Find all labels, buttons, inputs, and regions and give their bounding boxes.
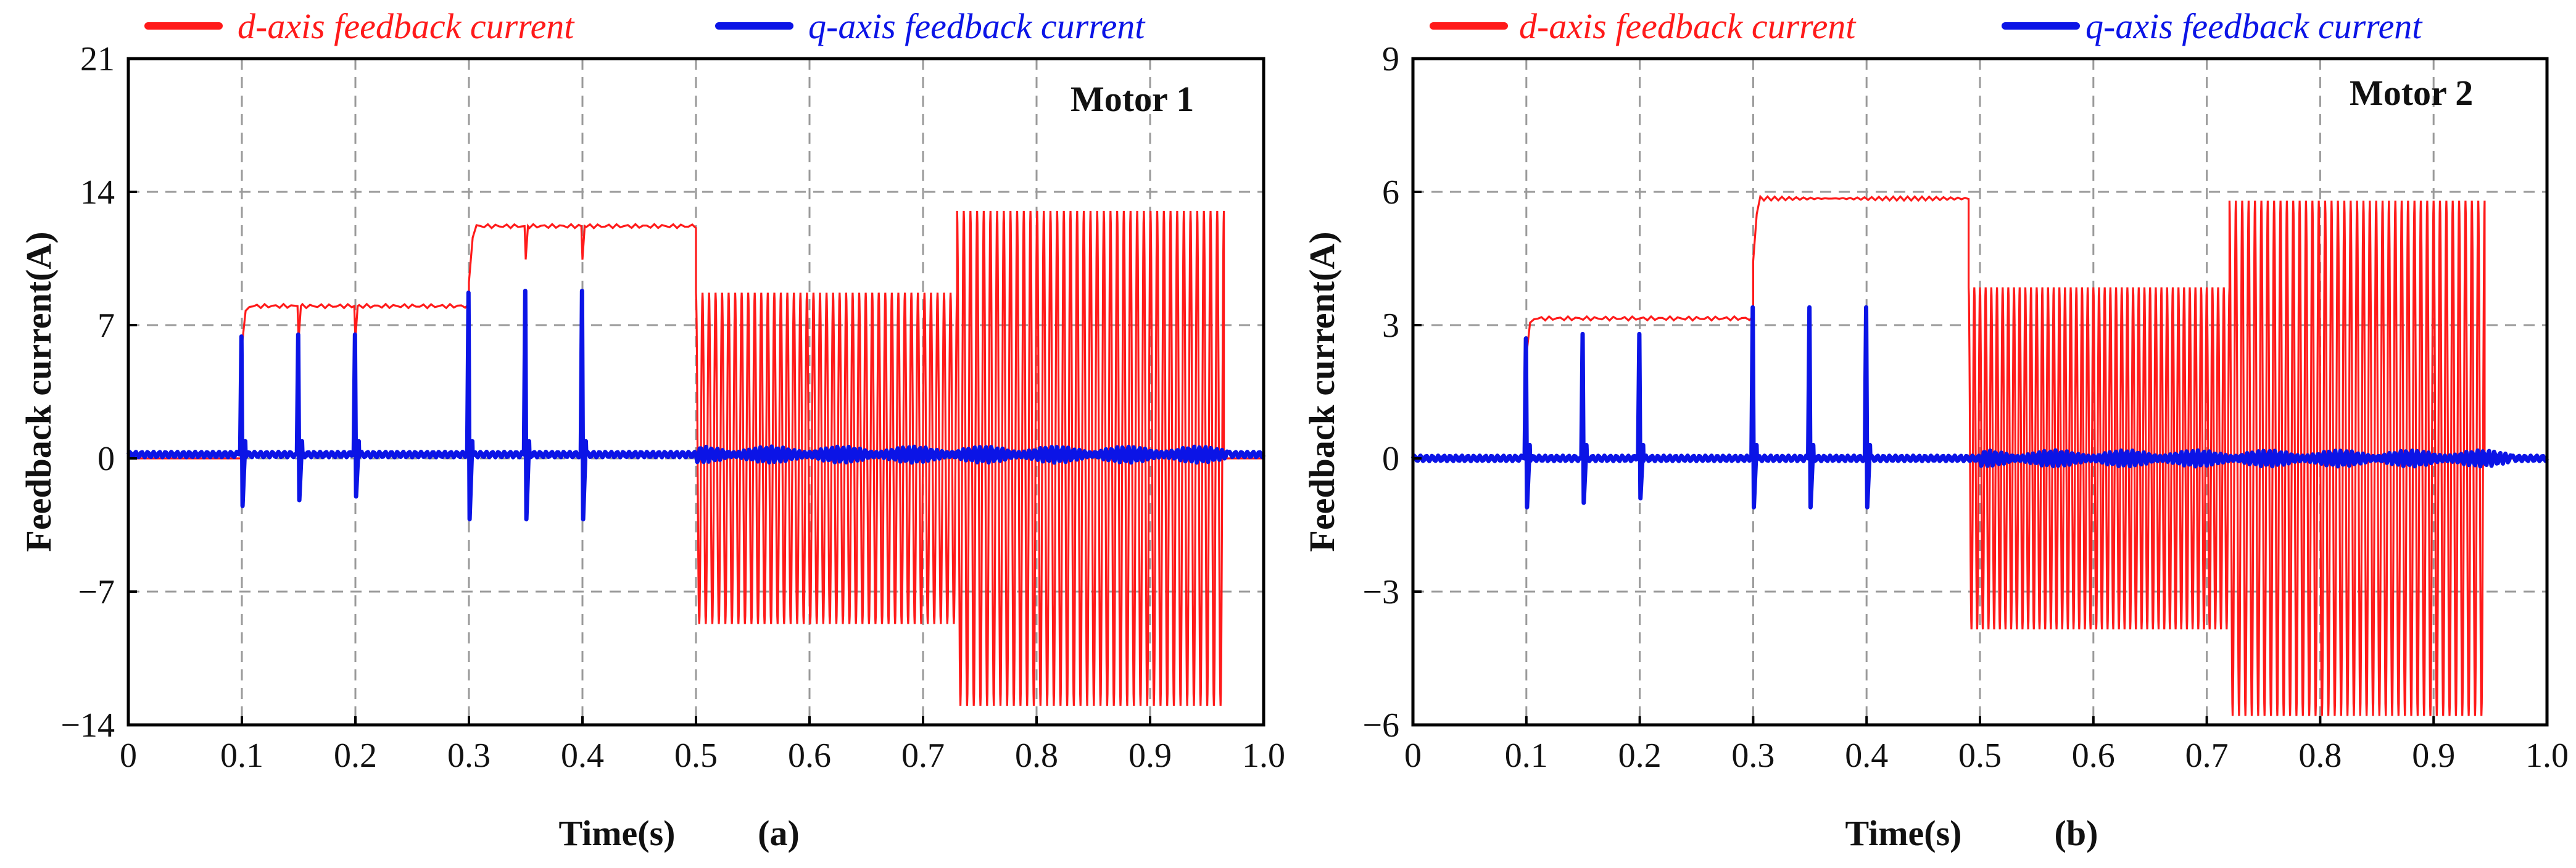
legend-a-q-label: q-axis feedback current — [808, 6, 1146, 46]
legend-b-d-label: d-axis feedback current — [1519, 6, 1857, 46]
y-tick-label: −14 — [60, 706, 115, 745]
x-tick-label: 0.2 — [334, 737, 377, 775]
x-tick-label: 0.4 — [1845, 737, 1888, 775]
series-d-axis-line — [1413, 194, 2547, 716]
y-tick-label: 9 — [1382, 40, 1399, 78]
y-tick-label: −3 — [1362, 573, 1399, 611]
y-tick-label: 7 — [97, 307, 115, 345]
panel-a-ylabel: Feedback current(A) — [19, 231, 59, 552]
x-tick-label: 0.9 — [1129, 737, 1172, 775]
legend-a-d-label: d-axis feedback current — [238, 6, 575, 46]
x-tick-label: 0.5 — [674, 737, 718, 775]
panel-a-data — [126, 210, 1266, 706]
panel-a-yticks: 21 14 7 0 −7 −14 — [60, 40, 137, 745]
x-tick-label: 1.0 — [2525, 737, 2569, 775]
x-tick-label: 0 — [120, 737, 137, 775]
legend-b: d-axis feedback current q-axis feedback … — [1430, 6, 2423, 46]
series-d-axis-line — [128, 210, 1264, 706]
chart-panel-b: 9 6 3 0 −3 −6 0 0.1 0.2 0.3 0.4 0.5 0.6 0.7 0.8 0.9 1.0… — [1302, 40, 2569, 853]
series-q-axis-line — [126, 289, 1266, 522]
panel-a-annotation: Motor 1 — [1071, 79, 1194, 119]
x-tick-label: 0.3 — [447, 737, 491, 775]
x-tick-label: 0.9 — [2412, 737, 2455, 775]
y-tick-label: −6 — [1362, 706, 1399, 745]
panel-b-yticks: 9 6 3 0 −3 −6 — [1362, 40, 1422, 745]
x-tick-label: 0.2 — [1618, 737, 1662, 775]
chart-panel-a: 21 14 7 0 −7 −14 0 0.1 0.2 0.3 0.4 0.5 0.6 0.7 0.8 0.9… — [19, 40, 1285, 853]
x-tick-label: 0.7 — [2185, 737, 2229, 775]
y-tick-label: 6 — [1382, 173, 1399, 212]
legend-a: d-axis feedback current q-axis feedback … — [144, 6, 1146, 46]
panel-a-xticks: 0 0.1 0.2 0.3 0.4 0.5 0.6 0.7 0.8 0.9 1.0 — [120, 716, 1285, 775]
x-tick-label: 0.5 — [1958, 737, 2002, 775]
y-tick-label: 14 — [80, 173, 115, 212]
panel-a-label: (a) — [758, 813, 800, 853]
x-tick-label: 0.7 — [901, 737, 945, 775]
y-tick-label: 0 — [97, 440, 115, 478]
legend-b-q-label: q-axis feedback current — [2085, 6, 2423, 46]
y-tick-label: 21 — [80, 40, 115, 78]
x-tick-label: 0.3 — [1731, 737, 1775, 775]
x-tick-label: 0.1 — [1505, 737, 1548, 775]
x-tick-label: 0.8 — [2298, 737, 2342, 775]
panel-b-xticks: 0 0.1 0.2 0.3 0.4 0.5 0.6 0.7 0.8 0.9 1.0 — [1404, 716, 2569, 775]
y-tick-label: 3 — [1382, 307, 1399, 345]
y-tick-label: 0 — [1382, 440, 1399, 478]
y-tick-label: −7 — [78, 573, 115, 611]
x-tick-label: 0.8 — [1015, 737, 1058, 775]
panel-b-ylabel: Feedback current(A) — [1302, 231, 1342, 552]
panel-b-data — [1410, 194, 2549, 716]
x-tick-label: 0.6 — [788, 737, 831, 775]
series-q-axis-line — [1410, 305, 2549, 510]
x-tick-label: 0.4 — [561, 737, 604, 775]
x-tick-label: 1.0 — [1242, 737, 1285, 775]
x-tick-label: 0 — [1404, 737, 1422, 775]
x-tick-label: 0.1 — [220, 737, 263, 775]
panel-a-xlabel: Time(s) — [558, 813, 675, 853]
panel-b-annotation: Motor 2 — [2350, 73, 2473, 113]
panel-b-label: (b) — [2055, 813, 2098, 853]
panel-b-xlabel: Time(s) — [1845, 813, 1961, 853]
x-tick-label: 0.6 — [2072, 737, 2115, 775]
